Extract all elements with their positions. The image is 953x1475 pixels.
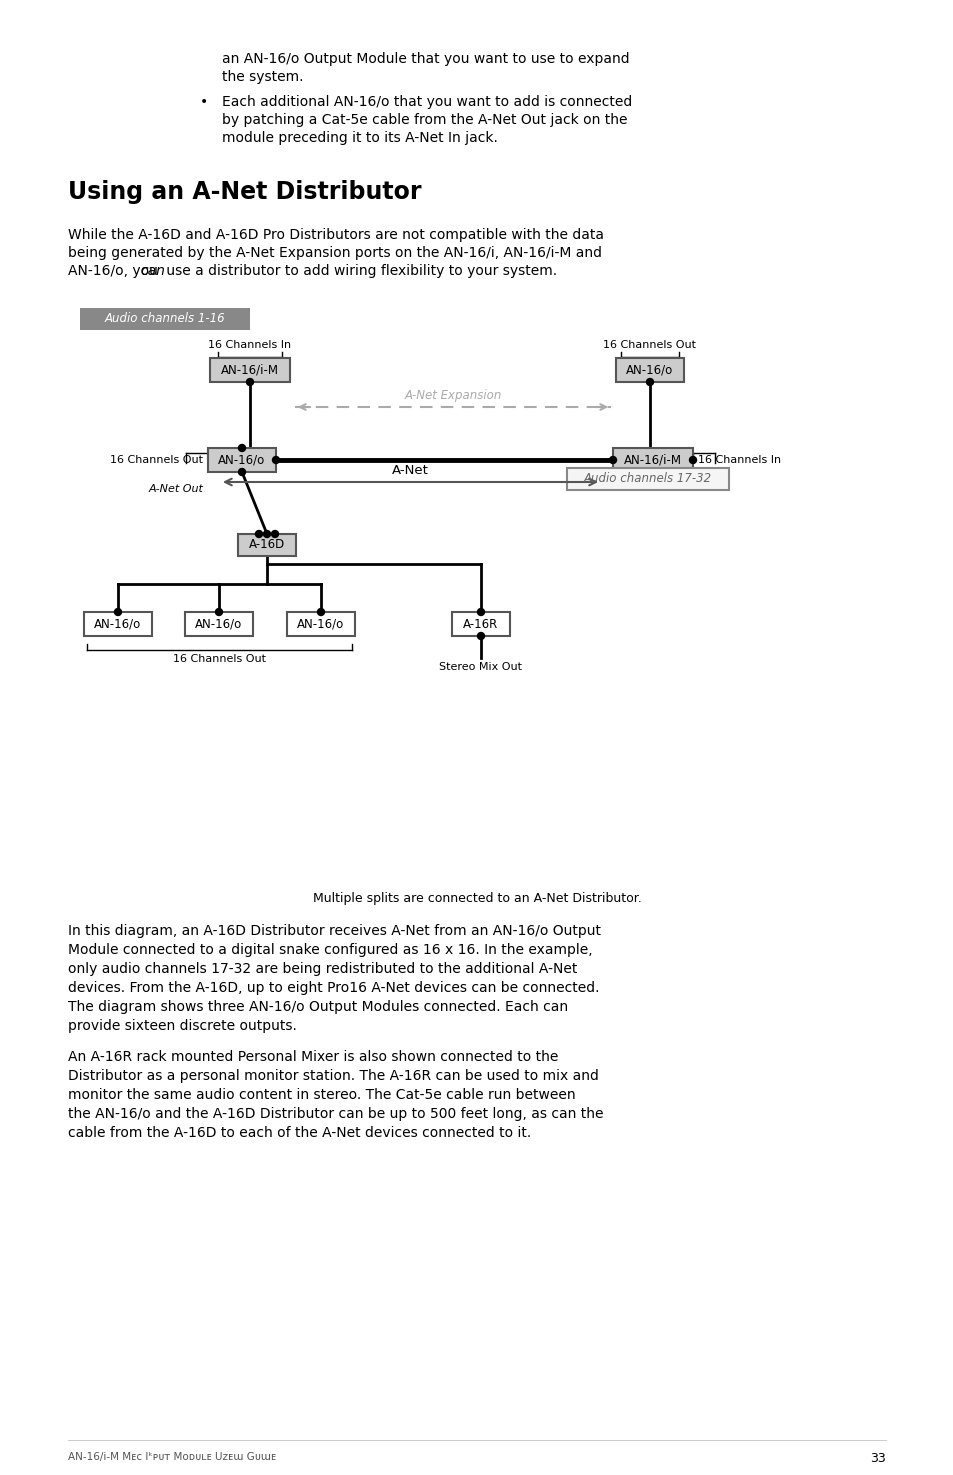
Text: Audio channels 1-16: Audio channels 1-16 <box>105 313 225 326</box>
Text: AN-16/i-M: AN-16/i-M <box>221 363 278 376</box>
Text: 33: 33 <box>869 1451 885 1465</box>
Text: A-Net: A-Net <box>392 465 429 476</box>
Text: AN-16/o: AN-16/o <box>195 618 242 630</box>
Text: Each additional AN-16/o that you want to add is connected: Each additional AN-16/o that you want to… <box>222 94 632 109</box>
Text: An A-16R rack mounted Personal Mixer is also shown connected to the: An A-16R rack mounted Personal Mixer is … <box>68 1050 558 1063</box>
Text: AN-16/o: AN-16/o <box>218 453 265 466</box>
Bar <box>566 468 728 490</box>
Text: A-16D: A-16D <box>249 538 285 552</box>
Text: the system.: the system. <box>222 69 303 84</box>
Text: 16 Channels In: 16 Channels In <box>208 341 292 350</box>
Text: module preceding it to its A-Net In jack.: module preceding it to its A-Net In jack… <box>222 131 497 145</box>
Circle shape <box>114 609 121 615</box>
Text: Stereo Mix Out: Stereo Mix Out <box>439 662 522 673</box>
Text: can: can <box>140 264 165 277</box>
Text: AN-16/i-M Mᴇᴄ Iᵏᴘᴜᴛ Mᴏᴅᴜʟᴇ Uᴢᴇɯ Gᴜɯᴇ: AN-16/i-M Mᴇᴄ Iᵏᴘᴜᴛ Mᴏᴅᴜʟᴇ Uᴢᴇɯ Gᴜɯᴇ <box>68 1451 275 1462</box>
Text: use a distributor to add wiring flexibility to your system.: use a distributor to add wiring flexibil… <box>162 264 557 277</box>
Text: provide sixteen discrete outputs.: provide sixteen discrete outputs. <box>68 1019 296 1032</box>
Circle shape <box>215 609 222 615</box>
Text: devices. From the A-16D, up to eight Pro16 A-Net devices can be connected.: devices. From the A-16D, up to eight Pro… <box>68 981 598 996</box>
Bar <box>616 358 683 382</box>
Text: Using an A-Net Distributor: Using an A-Net Distributor <box>68 180 421 204</box>
Text: being generated by the A-Net Expansion ports on the AN-16/i, AN-16/i-M and: being generated by the A-Net Expansion p… <box>68 246 601 260</box>
Text: by patching a Cat-5e cable from the A-Net Out jack on the: by patching a Cat-5e cable from the A-Ne… <box>222 114 627 127</box>
Bar <box>452 612 510 636</box>
Bar <box>80 308 250 330</box>
Text: In this diagram, an A-16D Distributor receives A-Net from an AN-16/o Output: In this diagram, an A-16D Distributor re… <box>68 923 600 938</box>
Circle shape <box>273 456 279 463</box>
Text: AN-16/i-M: AN-16/i-M <box>623 453 681 466</box>
Bar <box>208 448 275 472</box>
Text: Audio channels 17-32: Audio channels 17-32 <box>583 472 711 485</box>
Circle shape <box>238 469 245 475</box>
Text: While the A-16D and A-16D Pro Distributors are not compatible with the data: While the A-16D and A-16D Pro Distributo… <box>68 229 603 242</box>
Bar <box>237 534 295 556</box>
Text: A-Net Out: A-Net Out <box>148 484 203 494</box>
Text: Module connected to a digital snake configured as 16 x 16. In the example,: Module connected to a digital snake conf… <box>68 943 592 957</box>
Bar <box>185 612 253 636</box>
Bar <box>210 358 290 382</box>
Circle shape <box>263 531 271 537</box>
Circle shape <box>646 379 653 385</box>
Text: AN-16/o, you: AN-16/o, you <box>68 264 162 277</box>
Text: Multiple splits are connected to an A-Net Distributor.: Multiple splits are connected to an A-Ne… <box>313 892 640 906</box>
Text: AN-16/o: AN-16/o <box>94 618 141 630</box>
Circle shape <box>255 531 262 537</box>
Text: A-Net Expansion: A-Net Expansion <box>404 389 501 403</box>
Text: Distributor as a personal monitor station. The A-16R can be used to mix and: Distributor as a personal monitor statio… <box>68 1069 598 1083</box>
Text: 16 Channels Out: 16 Channels Out <box>110 454 203 465</box>
Text: the AN-16/o and the A-16D Distributor can be up to 500 feet long, as can the: the AN-16/o and the A-16D Distributor ca… <box>68 1108 603 1121</box>
Text: 16 Channels Out: 16 Channels Out <box>172 653 266 664</box>
Text: A-16R: A-16R <box>463 618 498 630</box>
Text: AN-16/o: AN-16/o <box>626 363 673 376</box>
Circle shape <box>477 609 484 615</box>
Bar <box>287 612 355 636</box>
Text: The diagram shows three AN-16/o Output Modules connected. Each can: The diagram shows three AN-16/o Output M… <box>68 1000 568 1013</box>
Circle shape <box>238 444 245 451</box>
Text: •: • <box>200 94 208 109</box>
Circle shape <box>246 379 253 385</box>
Text: 16 Channels Out: 16 Channels Out <box>603 341 696 350</box>
Circle shape <box>609 456 616 463</box>
Bar <box>613 448 692 472</box>
Text: AN-16/o: AN-16/o <box>297 618 344 630</box>
Circle shape <box>272 531 278 537</box>
Bar <box>84 612 152 636</box>
Circle shape <box>477 633 484 640</box>
Circle shape <box>317 609 324 615</box>
Text: cable from the A-16D to each of the A-Net devices connected to it.: cable from the A-16D to each of the A-Ne… <box>68 1125 531 1140</box>
Text: 16 Channels In: 16 Channels In <box>698 454 781 465</box>
Text: only audio channels 17-32 are being redistributed to the additional A-Net: only audio channels 17-32 are being redi… <box>68 962 577 976</box>
Text: an AN-16/o Output Module that you want to use to expand: an AN-16/o Output Module that you want t… <box>222 52 629 66</box>
Text: monitor the same audio content in stereo. The Cat-5e cable run between: monitor the same audio content in stereo… <box>68 1089 575 1102</box>
Circle shape <box>689 456 696 463</box>
